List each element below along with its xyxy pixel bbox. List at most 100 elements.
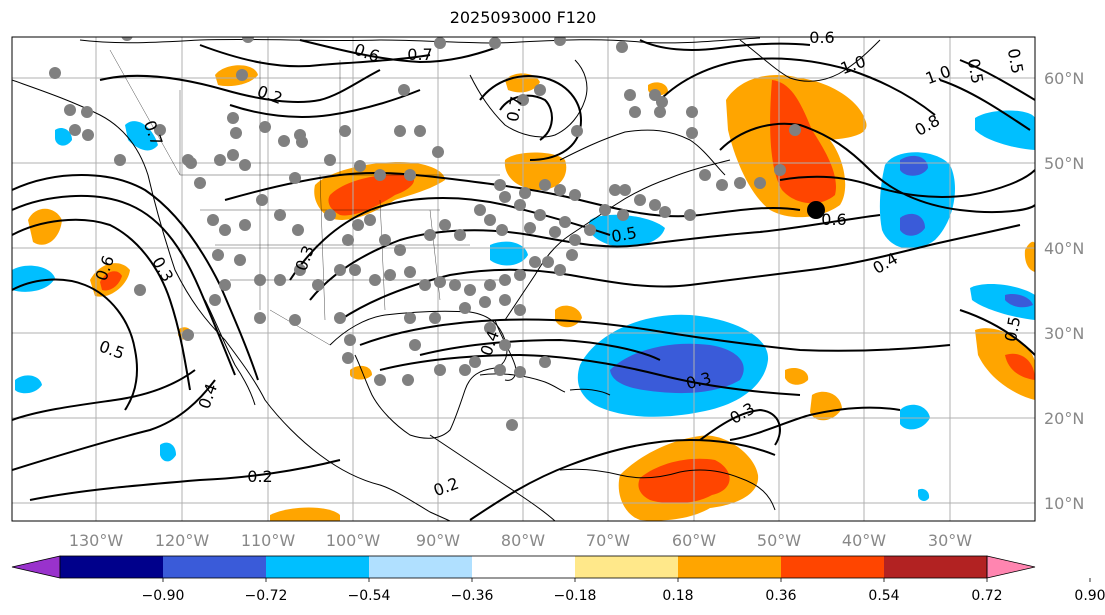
colorbar-tick-label: 0.18 (662, 588, 693, 604)
station-dot (499, 274, 511, 286)
contour-line (299, 39, 496, 64)
station-dot (334, 312, 346, 324)
station-dot (254, 274, 266, 286)
warm-anomaly-misc-2 (350, 365, 372, 380)
contour-label: 0.5 (1004, 47, 1027, 75)
longitude-label: 90°W (416, 531, 460, 550)
station-dot (517, 94, 529, 106)
station-dot (654, 106, 666, 118)
station-dot (499, 191, 511, 203)
station-dot (754, 177, 766, 189)
station-dot (686, 106, 698, 118)
station-dot (374, 169, 386, 181)
station-dot (294, 264, 306, 276)
station-dot (209, 294, 221, 306)
station-dot (236, 69, 248, 81)
station-dot (214, 154, 226, 166)
station-dot (289, 172, 301, 184)
station-dot (519, 187, 531, 199)
station-dot (609, 184, 621, 196)
cold-anomaly-east-mid-core (1005, 294, 1033, 308)
station-dot (484, 322, 496, 334)
contour-line (379, 353, 801, 396)
coastline-gulf (329, 310, 508, 439)
station-dot (434, 364, 446, 376)
storm-center-marker (807, 201, 825, 219)
station-dots (49, 37, 801, 431)
station-dot (419, 279, 431, 291)
station-dot (699, 169, 711, 181)
station-dot (49, 67, 61, 79)
station-dot (114, 154, 126, 166)
map-title: 2025093000 F120 (449, 8, 597, 27)
station-dot (207, 214, 219, 226)
station-dot (239, 219, 251, 231)
contour-line (469, 438, 776, 521)
contour-line (12, 194, 236, 376)
cold-anomaly-subtropical-core (610, 343, 744, 394)
colorbar-tick-label: −0.54 (348, 588, 391, 604)
station-dot (686, 127, 698, 139)
station-dot (404, 312, 416, 324)
station-dot (566, 249, 578, 261)
contour-label: 0.5 (610, 223, 638, 246)
station-dot (379, 234, 391, 246)
station-dot (684, 209, 696, 221)
coastline-east (504, 159, 731, 321)
station-dot (494, 364, 506, 376)
station-dot (616, 41, 628, 53)
station-dot (499, 339, 511, 351)
contour-line (479, 75, 582, 161)
colorbar-tick-label: −0.72 (245, 588, 288, 604)
station-dot (154, 124, 166, 136)
station-dot (499, 294, 511, 306)
station-dot (274, 274, 286, 286)
station-dot (402, 374, 414, 386)
station-dot (569, 189, 581, 201)
colorbar-segment (163, 556, 267, 578)
station-dot (734, 177, 746, 189)
colorbar-segment (60, 556, 164, 578)
longitude-label: 40°W (842, 531, 886, 550)
station-dot (432, 146, 444, 158)
longitude-label: 110°W (241, 531, 296, 550)
station-dot (82, 129, 94, 141)
station-dot (404, 266, 416, 278)
colorbar-tick-label: 0.54 (868, 588, 899, 604)
graticule (12, 37, 1035, 521)
colorbar-frame (59, 555, 988, 579)
longitude-label: 120°W (155, 531, 210, 550)
contour-line (29, 459, 341, 501)
station-dot (554, 184, 566, 196)
station-dot (239, 159, 251, 171)
contour-line (12, 218, 191, 391)
station-dot (479, 296, 491, 308)
colorbar-segment (781, 556, 885, 578)
station-dot (716, 179, 728, 191)
station-dot (514, 199, 526, 211)
warm-anomaly-east-core (1005, 353, 1035, 380)
colorbar-labels: −0.90 −0.72 −0.54 −0.36 −0.18 0.18 0.36 0.54 0.7… (142, 578, 1105, 604)
station-dot (369, 274, 381, 286)
station-dot (506, 419, 518, 431)
contour-label: 0.2 (247, 467, 272, 486)
latitude-labels: 60°N 50°N 40°N 30°N 20°N 10°N (1044, 69, 1084, 513)
station-dot (434, 276, 446, 288)
cold-anomaly-misc-3 (918, 488, 930, 502)
station-dot (534, 84, 546, 96)
colorbar-tick-label: −0.90 (142, 588, 185, 604)
station-dot (459, 302, 471, 314)
station-dot (584, 224, 596, 236)
colorbar-tick-label: 0.36 (765, 588, 796, 604)
contour-label: 0.7 (407, 45, 432, 64)
colorbar-segment (884, 556, 988, 578)
contour-line (309, 214, 881, 301)
station-dot (449, 279, 461, 291)
station-dot (496, 224, 508, 236)
station-dot (294, 129, 306, 141)
longitude-label: 60°W (672, 531, 716, 550)
cold-anomaly-east-mid (970, 284, 1035, 320)
coastline-florida (494, 319, 517, 381)
station-dot (524, 222, 536, 234)
